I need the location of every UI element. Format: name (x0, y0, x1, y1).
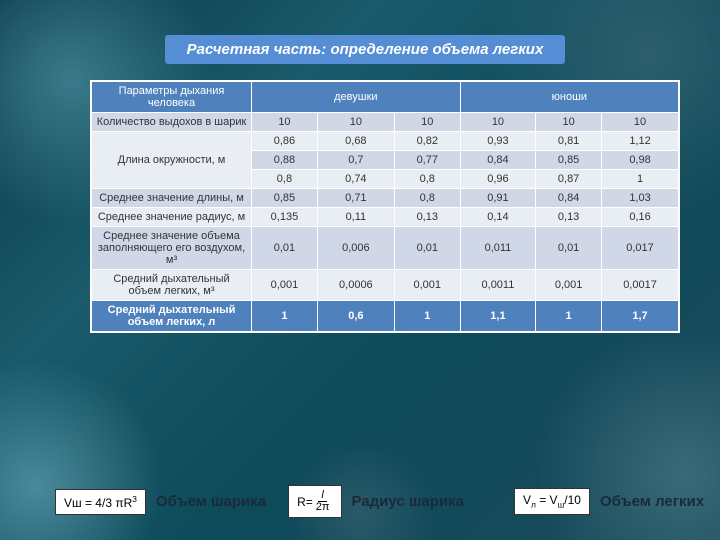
table-row: Среднее значение радиус, м0,1350,110,130… (92, 208, 679, 227)
param-cell: Среднее значение радиус, м (92, 208, 252, 227)
data-cell: 10 (252, 113, 318, 132)
label-sphere-radius: Радиус шарика (352, 493, 464, 510)
data-cell: 1 (252, 301, 318, 332)
data-cell: 0,71 (317, 189, 394, 208)
table-row: Среднее значение длины, м0,850,710,80,91… (92, 189, 679, 208)
table-row: Среднее значение объема заполняющего его… (92, 227, 679, 270)
data-cell: 0,0011 (460, 270, 535, 301)
data-cell: 0,0017 (602, 270, 679, 301)
table-row: Средний дыхательный объем легких, м³0,00… (92, 270, 679, 301)
data-cell: 1,03 (602, 189, 679, 208)
data-cell: 10 (394, 113, 460, 132)
param-cell: Среднее значение длины, м (92, 189, 252, 208)
param-cell: Длина окружности, м (92, 132, 252, 189)
data-cell: 0,001 (536, 270, 602, 301)
data-cell: 0,98 (602, 151, 679, 170)
formula-radius-den: 2π (313, 502, 333, 513)
data-cell: 0,7 (317, 151, 394, 170)
data-cell: 0,14 (460, 208, 535, 227)
data-cell: 0,11 (317, 208, 394, 227)
data-cell: 0,01 (536, 227, 602, 270)
data-cell: 1 (602, 170, 679, 189)
data-cell: 0,011 (460, 227, 535, 270)
data-cell: 0,68 (317, 132, 394, 151)
data-cell: 0,82 (394, 132, 460, 151)
data-cell: 0,8 (252, 170, 318, 189)
data-cell: 1 (536, 301, 602, 332)
data-cell: 0,85 (252, 189, 318, 208)
data-cell: 0,16 (602, 208, 679, 227)
formula-radius-prefix: R= (297, 495, 313, 509)
table-row: Количество выдохов в шарик101010101010 (92, 113, 679, 132)
data-cell: 0,84 (536, 189, 602, 208)
page-title: Расчетная часть: определение объема легк… (165, 35, 565, 64)
data-cell: 0,93 (460, 132, 535, 151)
table-row: Длина окружности, м0,860,680,820,930,811… (92, 132, 679, 151)
formula-row: Vш = 4/3 πR3 Объем шарика R= l 2π Радиус… (55, 485, 704, 518)
data-cell: 0,13 (536, 208, 602, 227)
col-boys: юноши (460, 82, 678, 113)
data-cell: 0,8 (394, 189, 460, 208)
data-cell: 0,13 (394, 208, 460, 227)
data-cell: 0,74 (317, 170, 394, 189)
data-cell: 0,86 (252, 132, 318, 151)
data-cell: 0,96 (460, 170, 535, 189)
label-lung-volume: Объем легких (600, 493, 704, 510)
data-cell: 0,87 (536, 170, 602, 189)
data-cell: 0,8 (394, 170, 460, 189)
col-girls: девушки (252, 82, 461, 113)
data-cell: 1 (394, 301, 460, 332)
data-cell: 0,85 (536, 151, 602, 170)
data-cell: 0,91 (460, 189, 535, 208)
data-cell: 0,001 (394, 270, 460, 301)
col-param: Параметры дыхания человека (92, 82, 252, 113)
formula-lung-volume: Vл = Vш/10 (514, 488, 590, 514)
data-cell: 0,017 (602, 227, 679, 270)
label-sphere-volume: Объем шарика (156, 493, 266, 510)
data-cell: 0,6 (317, 301, 394, 332)
table-row: Средний дыхательный объем легких, л10,61… (92, 301, 679, 332)
data-cell: 0,0006 (317, 270, 394, 301)
data-cell: 0,01 (394, 227, 460, 270)
formula-volume-sphere: Vш = 4/3 πR3 (55, 489, 146, 515)
param-cell: Средний дыхательный объем легких, л (92, 301, 252, 332)
data-cell: 0,01 (252, 227, 318, 270)
data-cell: 1,12 (602, 132, 679, 151)
data-cell: 1,1 (460, 301, 535, 332)
data-table: Параметры дыхания человека девушки юноши… (90, 80, 680, 333)
data-cell: 1,7 (602, 301, 679, 332)
param-cell: Среднее значение объема заполняющего его… (92, 227, 252, 270)
param-cell: Количество выдохов в шарик (92, 113, 252, 132)
data-cell: 0,77 (394, 151, 460, 170)
param-cell: Средний дыхательный объем легких, м³ (92, 270, 252, 301)
data-cell: 0,135 (252, 208, 318, 227)
data-cell: 10 (602, 113, 679, 132)
data-cell: 10 (317, 113, 394, 132)
formula-radius: R= l 2π (288, 485, 341, 518)
data-cell: 0,006 (317, 227, 394, 270)
data-cell: 10 (460, 113, 535, 132)
data-cell: 0,84 (460, 151, 535, 170)
data-cell: 0,81 (536, 132, 602, 151)
data-cell: 10 (536, 113, 602, 132)
data-cell: 0,001 (252, 270, 318, 301)
data-cell: 0,88 (252, 151, 318, 170)
